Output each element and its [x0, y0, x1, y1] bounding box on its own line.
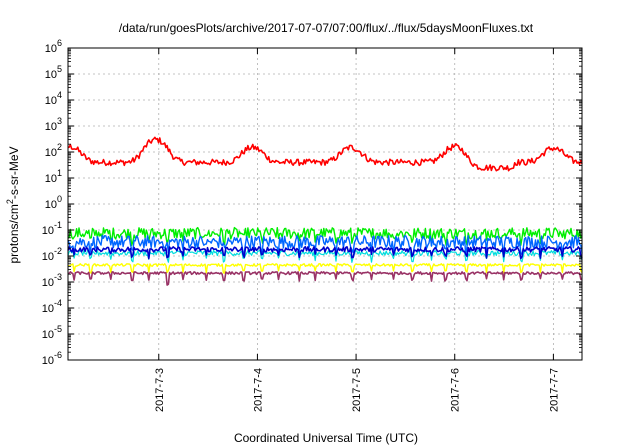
series-line-5: [67, 246, 583, 260]
series-line-2: [67, 226, 583, 247]
y-tick-label: 104: [45, 90, 62, 107]
y-axis-label: protons/cm2-s-sr-MeV: [5, 146, 21, 263]
y-tick-label: 101: [45, 168, 62, 185]
x-tick-label: 2017-7-4: [252, 368, 264, 412]
y-tick-label: 10-6: [42, 350, 62, 367]
y-tick-label: 105: [45, 64, 62, 81]
y-tick-label: 10-3: [42, 272, 62, 289]
data-series: [67, 136, 583, 286]
x-tick-label: 2017-7-3: [154, 368, 166, 412]
y-tick-label: 10-1: [42, 220, 62, 237]
x-axis-label: Coordinated Universal Time (UTC): [234, 431, 418, 445]
y-tick-label: 102: [45, 142, 62, 159]
y-tick-label: 106: [45, 38, 62, 55]
y-tick-label: 10-2: [42, 246, 62, 263]
x-tick-label: 2017-7-5: [351, 368, 363, 412]
series-line-6: [67, 263, 583, 274]
grid-lines: [68, 48, 582, 360]
chart-title: /data/run/goesPlots/archive/2017-07-07/0…: [119, 21, 534, 35]
y-tick-label: 103: [45, 116, 62, 133]
series-line-7: [67, 270, 583, 286]
x-tick-label: 2017-7-7: [548, 368, 560, 412]
y-tick-label: 100: [45, 194, 62, 211]
y-tick-label: 10-5: [42, 324, 62, 341]
y-tick-label: 10-4: [42, 298, 62, 315]
series-line-1: [67, 136, 583, 172]
series-line-3: [67, 234, 583, 256]
x-tick-label: 2017-7-6: [450, 368, 462, 412]
axis-ticks: 10-6 10-5 10-4 10-3 10-2 10-1 100 101 102 103 104 1…: [42, 38, 582, 412]
